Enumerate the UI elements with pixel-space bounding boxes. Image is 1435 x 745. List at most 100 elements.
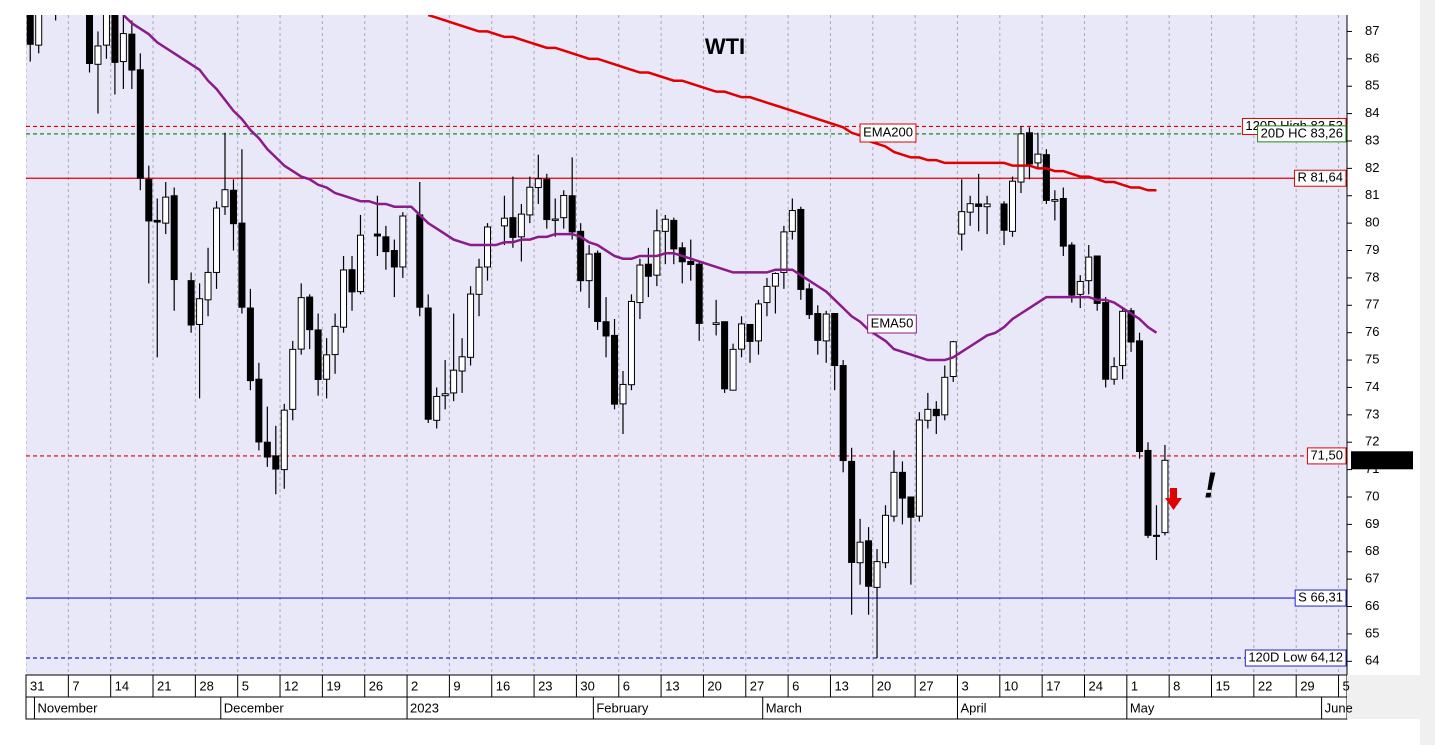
candle-body [348, 269, 356, 293]
candle-body [26, 15, 34, 45]
candle-body [788, 210, 796, 232]
candle-body [1034, 153, 1042, 164]
candle-body [416, 214, 424, 308]
candle-body [1068, 244, 1076, 296]
candle-body [780, 231, 788, 273]
candle-body [297, 297, 305, 350]
x-tick-label: 29 [1300, 678, 1314, 693]
month-label: November [37, 700, 98, 715]
x-tick-label: 26 [369, 678, 383, 693]
level-label-box [1306, 447, 1347, 465]
level-label-box [1294, 589, 1347, 607]
candle-body [263, 441, 271, 458]
month-label: 2023 [410, 700, 439, 715]
last-price-label: 71.3400 [1359, 452, 1406, 467]
candle-body [721, 321, 729, 390]
x-tick-label: 27 [919, 678, 933, 693]
y-tick-label: 87 [1365, 23, 1379, 38]
candle-body [738, 323, 746, 350]
chart-title: WTI [705, 34, 745, 59]
candle-body [272, 455, 280, 470]
line-label: EMA200 [863, 124, 913, 139]
candle-body [1059, 197, 1067, 247]
candle-body [1136, 340, 1144, 453]
candle-body [712, 322, 720, 325]
candle-body [695, 263, 703, 324]
candle-body [1152, 534, 1160, 537]
x-tick-label: 27 [750, 678, 764, 693]
candle-body [670, 219, 678, 250]
x-tick-label: 20 [707, 678, 721, 693]
candle-body [763, 285, 771, 304]
candle-body [814, 313, 822, 341]
level-label-box [1257, 125, 1347, 143]
candle-body [585, 253, 593, 282]
x-tick-label: 14 [115, 678, 129, 693]
candle-body [856, 541, 864, 564]
level-label: 120D Low 64,12 [1248, 649, 1343, 664]
candle-body [966, 203, 974, 213]
candle-body [1000, 203, 1008, 231]
level-label: 20D HC 83,26 [1261, 125, 1343, 140]
x-tick-label: 2 [411, 678, 418, 693]
y-tick-label: 77 [1365, 297, 1379, 312]
y-tick-label: 85 [1365, 78, 1379, 93]
candle-body [221, 189, 229, 208]
candle-body [746, 323, 754, 342]
candle-body [433, 395, 441, 421]
candle-body [924, 408, 932, 421]
candle-body [797, 208, 805, 290]
candle-body [839, 365, 847, 462]
candle-body [1017, 133, 1025, 183]
candle-body [94, 45, 102, 65]
candle-body [229, 189, 237, 225]
candle-body [484, 226, 492, 268]
x-tick-label: 6 [792, 678, 799, 693]
candle-body [255, 378, 263, 443]
candle-body [1102, 302, 1110, 380]
x-tick-label: 1 [1131, 678, 1138, 693]
y-tick-label: 83 [1365, 132, 1379, 147]
candle-body [627, 300, 635, 386]
candle-body [1042, 154, 1050, 201]
candle-body [467, 293, 475, 358]
candle-body [331, 325, 339, 356]
candle-body [687, 260, 695, 265]
y-tick-label: 70 [1365, 488, 1379, 503]
candle-body [289, 348, 297, 410]
x-tick-label: 3 [961, 678, 968, 693]
candle-body [517, 213, 525, 238]
x-tick-label: 12 [284, 678, 298, 693]
candle-body [831, 313, 839, 367]
month-label: March [766, 700, 802, 715]
candle-body [500, 217, 508, 227]
candle-body [958, 211, 966, 235]
candle-body [1119, 310, 1127, 367]
candle-body [1093, 255, 1101, 304]
y-tick-label: 68 [1365, 543, 1379, 558]
candle-body [136, 69, 144, 179]
ema-line [122, 15, 1158, 362]
candle-body [848, 460, 856, 563]
candle-body [340, 269, 348, 328]
candle-body [644, 263, 652, 277]
candle-body [323, 354, 331, 380]
candle-body [805, 288, 813, 316]
candle-body [170, 195, 178, 281]
candle-body [975, 203, 983, 207]
candle-body [1009, 180, 1017, 232]
ema-line [427, 15, 1157, 192]
y-tick-label: 64 [1365, 653, 1379, 668]
candle-body [196, 298, 204, 325]
candle-body [382, 236, 390, 253]
candle-body [424, 307, 432, 420]
level-label: S 66,31 [1298, 589, 1343, 604]
candle-body [1144, 449, 1152, 536]
x-tick-label: 19 [326, 678, 340, 693]
candle-body [111, 15, 119, 63]
corner [1347, 675, 1420, 719]
month-label: December [224, 700, 285, 715]
y-tick-label: 79 [1365, 242, 1379, 257]
candle-body [534, 178, 542, 189]
